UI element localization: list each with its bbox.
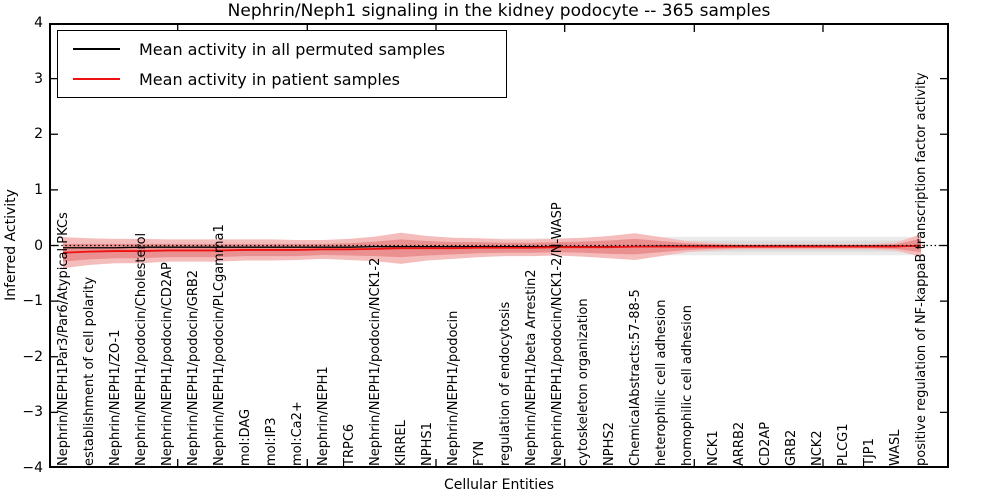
axes-frame <box>49 23 949 468</box>
patient-mean-line <box>62 244 922 254</box>
x-tick-label: Nephrin/NEPH1/podocin/CD2AP <box>160 262 175 466</box>
legend-label-permuted: Mean activity in all permuted samples <box>139 39 446 59</box>
x-tick-label: Nephrin/NEPH1/podocin/NCK1-2/N-WASP <box>550 202 565 466</box>
legend-item-permuted: Mean activity in all permuted samples <box>58 34 506 64</box>
permuted-line-swatch <box>73 48 120 50</box>
x-tick-label: KIRREL <box>394 420 409 466</box>
x-tick-label: CD2AP <box>758 421 773 466</box>
x-tick-label: Nephrin/NEPH1 <box>316 366 331 466</box>
y-tick-label: 2 <box>34 126 43 143</box>
patient-line-swatch <box>73 78 120 80</box>
x-tick-label: heterophilic cell adhesion <box>654 299 669 467</box>
y-tick-label: −2 <box>22 348 43 365</box>
y-tick-label: 3 <box>34 70 43 87</box>
plot-area <box>49 23 949 468</box>
x-tick-label: Nephrin/NEPH1Par3/Par6/Atypical PKCs <box>56 212 71 466</box>
x-tick-label: NCK1 <box>706 430 721 466</box>
x-tick-label: cytoskeleton organization <box>576 298 591 466</box>
y-tick-label: −3 <box>22 404 43 421</box>
x-tick-label: FYN <box>472 440 487 466</box>
y-tick-label: 1 <box>34 181 43 198</box>
x-tick-label: TJP1 <box>862 438 877 466</box>
x-tick-label: WASL <box>888 429 903 466</box>
x-tick-label: positive regulation of NF-kappaB transcr… <box>914 72 929 466</box>
x-tick-label: Nephrin/NEPH1/ZO-1 <box>108 329 123 466</box>
x-tick-label: Nephrin/NEPH1/podocin/PLCgamma1 <box>212 224 227 466</box>
y-tick-label: 0 <box>34 237 43 254</box>
x-tick-label: NPHS1 <box>420 422 435 466</box>
patient-band-inner <box>63 238 921 262</box>
x-tick-label: NPHS2 <box>602 422 617 466</box>
legend-label-patient: Mean activity in patient samples <box>139 69 400 89</box>
y-tick-label: −4 <box>22 460 43 476</box>
legend-item-patient: Mean activity in patient samples <box>58 64 506 94</box>
y-tick-label: −1 <box>22 293 43 310</box>
x-tick-label: mol:DAG <box>238 408 253 466</box>
y-tick-label: 4 <box>34 15 43 31</box>
x-tick-label: PLCG1 <box>836 423 851 466</box>
y-axis-label: Inferred Activity <box>3 189 19 301</box>
x-tick-label: Nephrin/NEPH1/beta Arrestin2 <box>524 269 539 467</box>
x-tick-label: mol:Ca2+ <box>290 401 305 466</box>
x-tick-label: ChemicalAbstracts:57-88-5 <box>628 289 643 466</box>
x-tick-label: establishment of cell polarity <box>82 276 97 466</box>
x-tick-label: GRB2 <box>784 429 799 466</box>
x-tick-label: ARRB2 <box>732 421 747 466</box>
x-tick-label: homophilic cell adhesion <box>680 305 695 466</box>
legend: Mean activity in all permuted samples Me… <box>57 30 507 98</box>
x-tick-label: mol:IP3 <box>264 417 279 466</box>
x-tick-label: TRPC6 <box>342 423 357 466</box>
x-tick-label: Nephrin/NEPH1/podocin <box>446 310 461 466</box>
x-tick-label: NCK2 <box>810 430 825 466</box>
x-axis-label: Cellular Entities <box>443 477 555 493</box>
x-tick-label: regulation of endocytosis <box>498 301 513 466</box>
chart-title: Nephrin/Neph1 signaling in the kidney po… <box>227 1 771 21</box>
x-tick-label: Nephrin/NEPH1/podocin/Cholesterol <box>134 232 149 466</box>
x-tick-label: Nephrin/NEPH1/podocin/GRB2 <box>186 269 201 466</box>
x-tick-label: Nephrin/NEPH1/podocin/NCK1-2 <box>368 257 383 466</box>
